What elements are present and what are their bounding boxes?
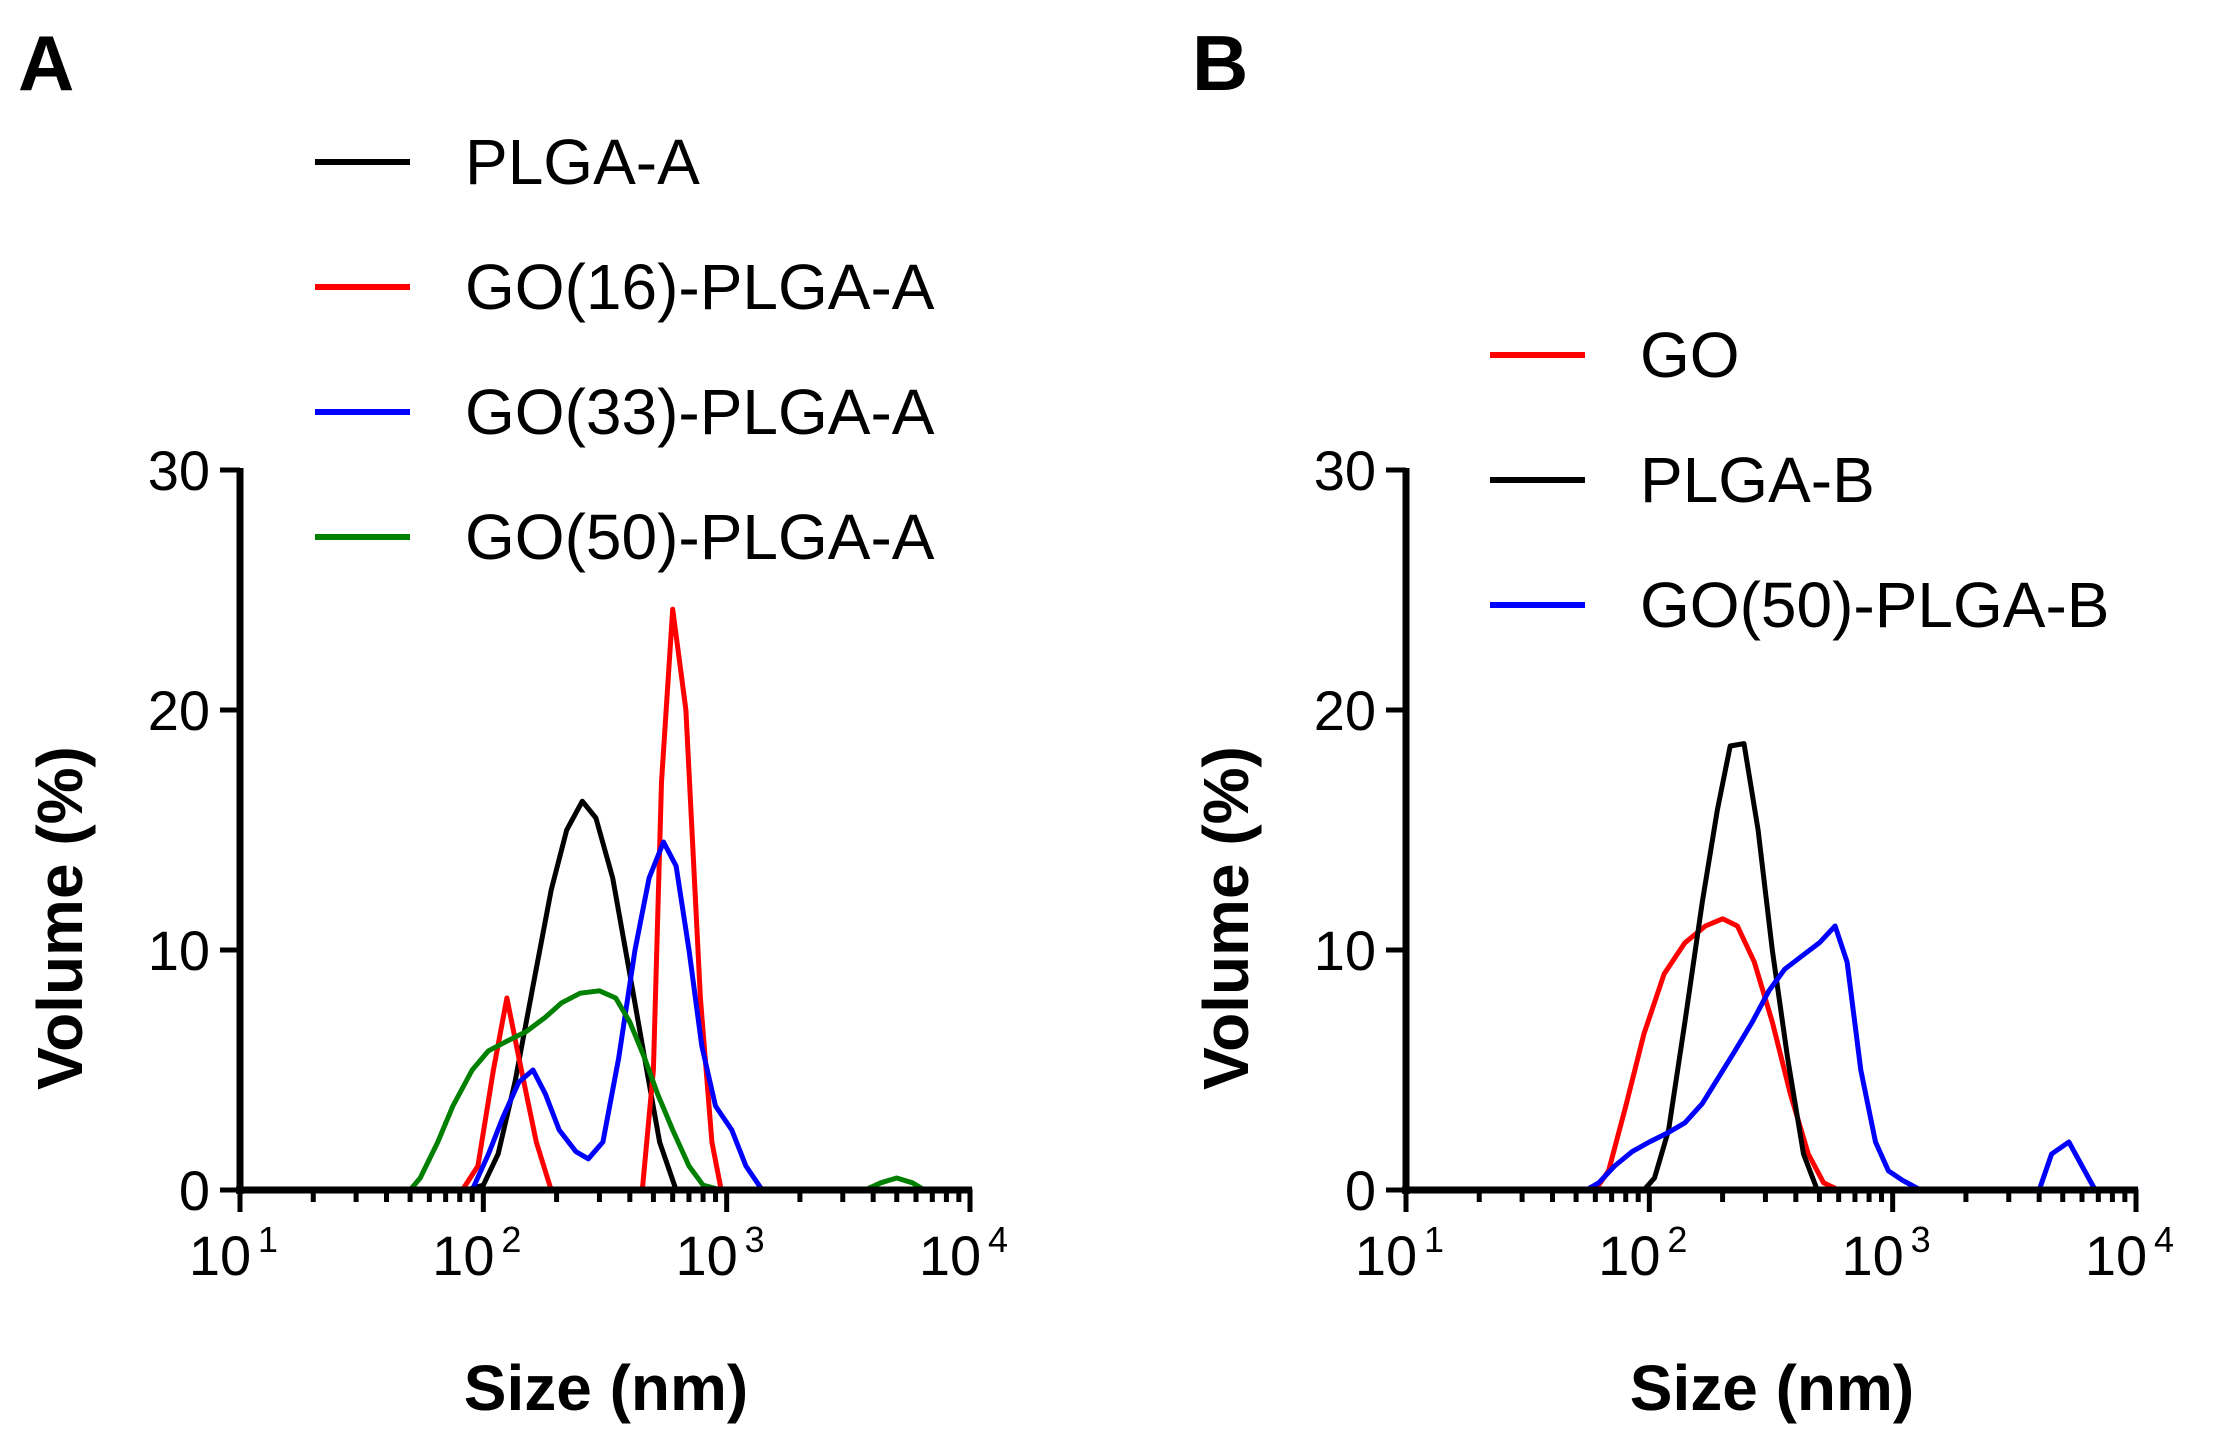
panel-a-legend-label-3: GO(33)-PLGA-A [465, 376, 935, 448]
panel-b-x-tick-label-0: 10 [1355, 1224, 1417, 1287]
panel-a-legend: PLGA-A GO(16)-PLGA-A GO(33)-PLGA-A GO(50)-P… [315, 126, 935, 573]
panel-a-legend-label-2: GO(16)-PLGA-A [465, 251, 935, 323]
panel-a-x-tick-exponent-2: 3 [745, 1219, 765, 1260]
panel-b-y-tick-label-2: 20 [1314, 679, 1376, 742]
panel-a-y-tick-label-2: 20 [148, 679, 210, 742]
panel-a-x-tick-exponent-3: 4 [988, 1219, 1008, 1260]
panel-a-y-tick-label-0: 0 [179, 1159, 210, 1222]
panel-b-x-tick-exponent-1: 2 [1667, 1219, 1687, 1260]
panel-b-legend-label-3: GO(50)-PLGA-B [1640, 569, 2109, 641]
panel-a-x-tick-exponent-1: 2 [501, 1219, 521, 1260]
panel-a-y-tick-label-1: 10 [148, 919, 210, 982]
panel-b-x-tick-exponent-3: 4 [2154, 1219, 2174, 1260]
panel-b-y-tick-label-0: 0 [1345, 1159, 1376, 1222]
panel-b-series-line-3 [1403, 923, 2139, 1193]
panel-a-x-tick-label-2: 10 [676, 1224, 738, 1287]
panel-b-series-line-2 [1403, 741, 2139, 1193]
panel-a-letter: A [18, 19, 74, 107]
panel-b-x-tick-exponent-2: 3 [1911, 1219, 1931, 1260]
panel-b-x-axis-title: Size (nm) [1630, 1352, 1914, 1424]
panel-a-y-tick-label-3: 30 [148, 439, 210, 502]
panel-b-legend-label-1: GO [1640, 319, 1740, 391]
panel-a-x-tick-label-0: 10 [189, 1224, 251, 1287]
panel-a: A PLGA-A GO(16)-PLGA-A GO(33)-PLGA-A GO(50)… [18, 19, 1008, 1424]
panel-b-x-tick-exponent-0: 1 [1424, 1219, 1444, 1260]
panel-a-x-tick-exponent-0: 1 [258, 1219, 278, 1260]
panel-b-x-tick-label-2: 10 [1842, 1224, 1904, 1287]
panel-a-x-tick-label-3: 10 [919, 1224, 981, 1287]
panel-b-y-axis-title: Volume (%) [1190, 746, 1262, 1090]
panel-b-series [1403, 741, 2139, 1193]
panel-a-y-axis-title: Volume (%) [24, 746, 96, 1090]
panel-a-series [237, 606, 973, 1193]
panel-a-series-line-2 [237, 606, 973, 1193]
panel-b-x-tick-label-3: 10 [2085, 1224, 2147, 1287]
panel-b-y-tick-label-1: 10 [1314, 919, 1376, 982]
panel-a-x-tick-label-1: 10 [432, 1224, 494, 1287]
panel-b-y-tick-label-3: 30 [1314, 439, 1376, 502]
panel-a-x-axis-title: Size (nm) [464, 1352, 748, 1424]
panel-a-legend-label-4: GO(50)-PLGA-A [465, 501, 935, 573]
panel-a-series-line-3 [237, 839, 973, 1193]
panel-a-series-line-4 [237, 988, 973, 1193]
panel-b-letter: B [1192, 19, 1248, 107]
panel-b-x-tick-label-1: 10 [1598, 1224, 1660, 1287]
panel-b-legend-label-2: PLGA-B [1640, 444, 1875, 516]
panel-b-legend: GO PLGA-B GO(50)-PLGA-B [1490, 319, 2109, 641]
panel-a-legend-label-1: PLGA-A [465, 126, 700, 198]
panel-b-series-line-1 [1403, 916, 2139, 1193]
